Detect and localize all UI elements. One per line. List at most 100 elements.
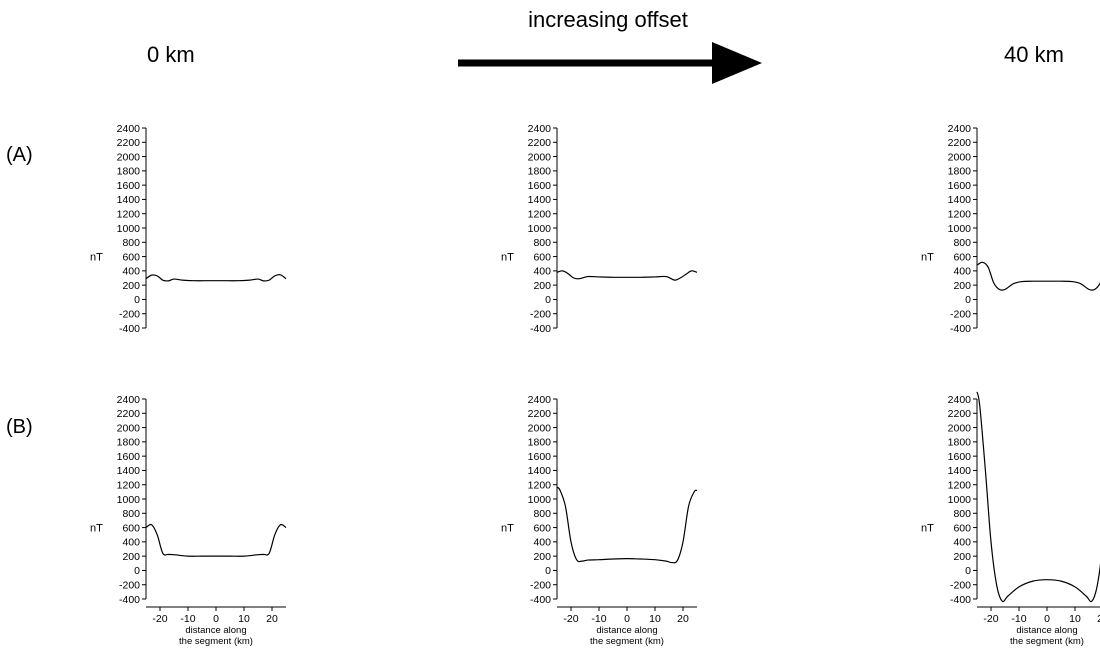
series-line	[556, 270, 698, 281]
y-tick-label: 200	[122, 280, 140, 292]
y-tick-label: 800	[122, 237, 140, 249]
x-tick-label: 10	[1069, 613, 1081, 625]
x-tick-label: 0	[213, 613, 219, 625]
y-tick-label: 600	[953, 251, 971, 263]
y-tick-label: 600	[533, 522, 551, 534]
y-tick-label: -200	[119, 580, 140, 592]
y-tick-label: -400	[950, 594, 971, 606]
y-tick-label: 800	[953, 237, 971, 249]
y-tick-label: 800	[533, 508, 551, 520]
y-tick-label: -200	[530, 309, 551, 321]
y-tick-label: 1200	[117, 480, 141, 492]
y-tick-label: 2000	[528, 422, 552, 434]
y-tick-label: 1200	[528, 209, 552, 221]
y-tick-label: 0	[965, 294, 971, 306]
row-label-a: (A)	[6, 144, 33, 166]
arrow-label: increasing offset	[528, 7, 688, 32]
offset-arrow-icon	[458, 42, 762, 84]
y-tick-label: 1000	[948, 494, 972, 506]
y-tick-label: 2200	[117, 408, 141, 420]
y-tick-label: 1800	[117, 437, 141, 449]
y-tick-label: 200	[533, 551, 551, 563]
x-tick-label: 0	[1044, 613, 1050, 625]
y-tick-label: 1000	[948, 223, 972, 235]
y-tick-label: 2200	[528, 408, 552, 420]
y-tick-label: 1600	[528, 451, 552, 463]
y-tick-label: 2200	[948, 137, 972, 149]
y-tick-label: -400	[530, 594, 551, 606]
y-tick-label: 2200	[948, 408, 972, 420]
y-tick-label: 1200	[117, 209, 141, 221]
y-tick-label: 2000	[117, 151, 141, 163]
series-line	[145, 274, 287, 282]
x-axis-label: the segment (km)	[1010, 636, 1084, 647]
y-tick-label: 0	[134, 294, 140, 306]
chart-panel-3: 2400220020001800160014001200100080060040…	[921, 123, 1100, 335]
y-tick-label: 2400	[117, 394, 141, 406]
y-tick-label: 1600	[117, 451, 141, 463]
y-tick-label: 1800	[948, 166, 972, 178]
y-tick-label: 400	[953, 537, 971, 549]
y-axis-label: nT	[501, 523, 514, 535]
x-tick-label: 20	[677, 613, 689, 625]
y-tick-label: 800	[533, 237, 551, 249]
y-tick-label: 600	[122, 522, 140, 534]
x-tick-label: -20	[152, 613, 167, 625]
y-tick-label: 1600	[948, 180, 972, 192]
y-tick-label: 800	[122, 508, 140, 520]
y-tick-label: 600	[533, 251, 551, 263]
x-tick-label: -20	[983, 613, 998, 625]
y-tick-label: 0	[545, 565, 551, 577]
series-line	[976, 261, 1100, 291]
y-tick-label: 2400	[948, 123, 972, 135]
y-tick-label: 2000	[948, 151, 972, 163]
row-label-b: (B)	[6, 416, 33, 438]
y-tick-label: -400	[950, 323, 971, 335]
x-tick-label: -10	[180, 613, 195, 625]
y-tick-label: -200	[119, 309, 140, 321]
series-line	[976, 391, 1100, 603]
y-tick-label: 1800	[117, 166, 141, 178]
y-tick-label: 1200	[948, 480, 972, 492]
y-tick-label: 2400	[528, 394, 552, 406]
y-tick-label: -200	[950, 580, 971, 592]
x-axis-label: the segment (km)	[179, 636, 253, 647]
x-axis-label: distance along	[596, 625, 657, 636]
y-tick-label: 1600	[528, 180, 552, 192]
y-tick-label: 2400	[948, 394, 972, 406]
x-tick-label: -20	[563, 613, 578, 625]
y-axis-label: nT	[90, 523, 103, 535]
y-axis-label: nT	[921, 523, 934, 535]
x-tick-label: 10	[649, 613, 661, 625]
y-tick-label: 2000	[948, 422, 972, 434]
y-tick-label: 1600	[948, 451, 972, 463]
x-axis-label: distance along	[1016, 625, 1077, 636]
y-tick-label: 1000	[528, 494, 552, 506]
y-axis-label: nT	[921, 252, 934, 264]
header-right: 40 km	[1004, 42, 1064, 67]
y-tick-label: 600	[953, 522, 971, 534]
series-line	[145, 523, 287, 557]
chart-panel-1: 2400220020001800160014001200100080060040…	[90, 123, 287, 335]
y-tick-label: 2400	[117, 123, 141, 135]
x-tick-label: 20	[1097, 613, 1100, 625]
y-tick-label: 800	[953, 508, 971, 520]
y-tick-label: 1400	[948, 194, 972, 206]
chart-panel-4: 2400220020001800160014001200100080060040…	[90, 394, 287, 647]
y-tick-label: 2400	[528, 123, 552, 135]
chart-panel-5: 2400220020001800160014001200100080060040…	[501, 394, 698, 647]
y-tick-label: 1000	[117, 494, 141, 506]
y-axis-label: nT	[501, 252, 514, 264]
y-tick-label: 600	[122, 251, 140, 263]
y-tick-label: 1200	[528, 480, 552, 492]
y-tick-label: 200	[533, 280, 551, 292]
x-axis-label: the segment (km)	[590, 636, 664, 647]
chart-panel-6: 2400220020001800160014001200100080060040…	[921, 391, 1100, 647]
y-tick-label: 200	[122, 551, 140, 563]
y-tick-label: 2200	[117, 137, 141, 149]
y-tick-label: 1800	[528, 437, 552, 449]
y-tick-label: 1000	[117, 223, 141, 235]
x-tick-label: -10	[1011, 613, 1026, 625]
y-tick-label: 1200	[948, 209, 972, 221]
